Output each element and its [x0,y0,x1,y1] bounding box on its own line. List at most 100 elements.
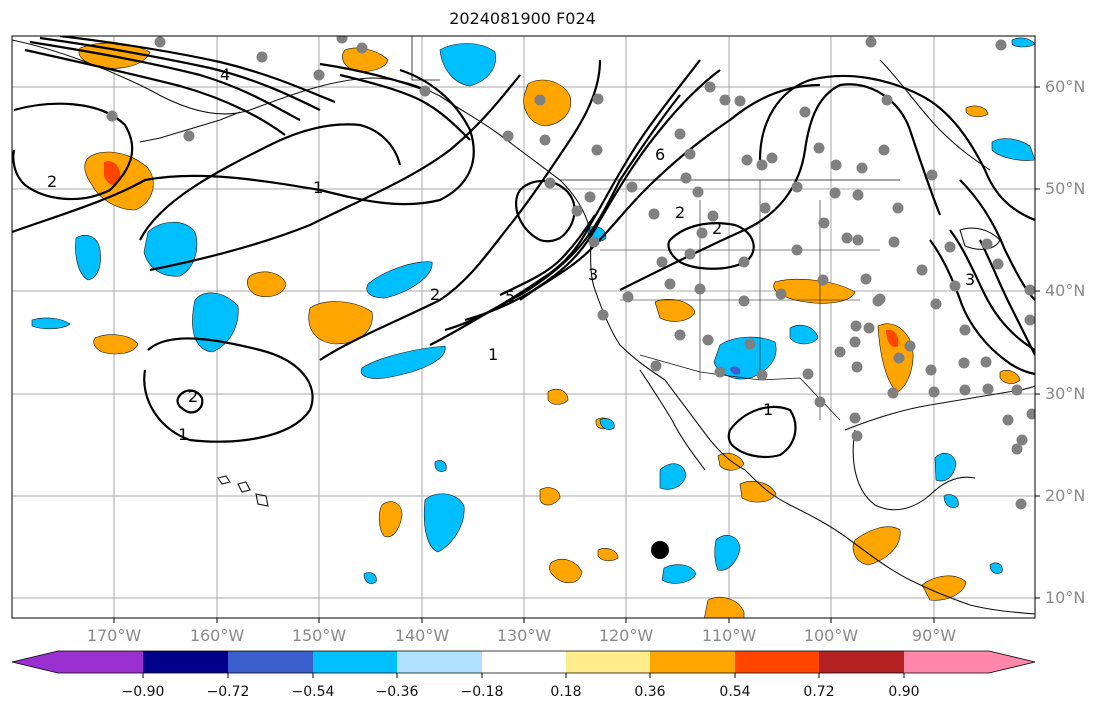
contour-label: 1 [488,345,498,364]
station-dot [949,280,961,292]
station-dot [980,356,992,368]
station-dot [1016,434,1028,446]
station-dot [930,298,942,310]
negative-anomaly [661,564,697,584]
lat-ticks [1035,86,1040,599]
station-dot [702,334,714,346]
station-dot [791,181,803,193]
contour-label: 5 [505,287,515,306]
contour-label: 1 [178,425,188,444]
lon-label-150w: 150°W [291,626,347,645]
contour-label: 3 [965,270,975,289]
colorbar-tick-label: 0.36 [634,684,666,700]
positive-anomaly [378,501,403,538]
station-dot [680,172,692,184]
colorbar-segment [143,651,228,673]
positive-anomaly-core [104,161,121,185]
negative-anomaly [943,494,959,508]
station-dot [830,159,842,171]
positive-anomaly [342,47,389,72]
negative-anomaly [434,460,447,472]
station-dot [817,274,829,286]
positive-anomaly [547,388,569,405]
colorbar-tick-label: −0.90 [121,684,165,700]
negative-anomaly [192,292,239,353]
positive-anomaly-core [886,329,899,348]
colorbar-segment [735,651,819,673]
station-dot [944,241,956,253]
station-dot [881,94,893,106]
contour-label: 6 [655,145,665,164]
contour-lines [12,36,1035,459]
colorbar-tick-label: −0.54 [291,684,335,700]
station-dot [544,177,556,189]
lat-label-40: 40°N [1045,281,1086,300]
colorbar-segment [650,651,735,673]
positive-anomaly [247,271,287,297]
station-dot [887,387,899,399]
negative-anomaly [659,463,687,490]
station-dot [916,264,928,276]
colorbar [11,650,1036,678]
station-markers [106,36,1035,510]
negative-anomaly [989,562,1003,574]
station-dot [841,232,853,244]
station-dot [714,366,726,378]
negative-anomaly-core [730,366,741,375]
station-dot [106,110,118,122]
station-dot [992,258,1004,270]
positive-anomaly [539,487,561,506]
station-dot [1015,498,1027,510]
colorbar-segment [566,651,650,673]
station-dot [849,412,861,424]
station-dot [814,396,826,408]
station-dot [256,51,268,63]
station-dot [154,36,166,48]
colorbar-tick-label: −0.72 [206,684,250,700]
station-dot [313,69,325,81]
lat-label-60: 60°N [1045,77,1086,96]
station-dot [856,162,868,174]
station-dot [888,236,900,248]
colorbar-tick-label: 0.72 [803,684,835,700]
colorbar-tick-label: −0.18 [460,684,504,700]
contour-label: 2 [430,285,440,304]
station-dot [656,256,668,268]
station-dot [892,202,904,214]
station-dot [851,430,863,442]
contour-label: 2 [47,172,57,191]
lon-ticks [113,618,935,623]
station-dot [696,227,708,239]
contour-labels: 2 1 1 2 1 2 5 3 6 2 1 4 3 2 [47,65,975,444]
positive-anomaly [999,370,1021,384]
colorbar-segment [228,651,313,673]
station-dot [650,360,662,372]
positive-anomaly [597,548,619,562]
station-dot [626,181,638,193]
negative-anomaly [366,261,433,299]
station-dot [591,144,603,156]
station-dot [893,352,905,364]
station-dot [539,134,551,146]
station-dot [584,191,596,203]
lat-label-20: 20°N [1045,486,1086,505]
colorbar-extend-max [989,651,1035,673]
negative-anomaly [439,43,496,87]
positive-anomaly [308,301,373,345]
station-dot [1011,384,1023,396]
anomaly-shading [31,37,1035,618]
station-dot [926,169,938,181]
station-dot [622,291,634,303]
station-dot [863,322,875,334]
station-dot [1024,314,1035,326]
colorbar-segment [819,651,904,673]
lon-label-110w: 110°W [701,626,757,645]
station-dot [356,42,368,54]
station-dot [818,217,830,229]
station-dot [834,346,846,358]
colorbar-extend-min [12,651,58,673]
station-dot [744,338,756,350]
station-dot [829,187,841,199]
negative-anomaly [991,138,1035,161]
